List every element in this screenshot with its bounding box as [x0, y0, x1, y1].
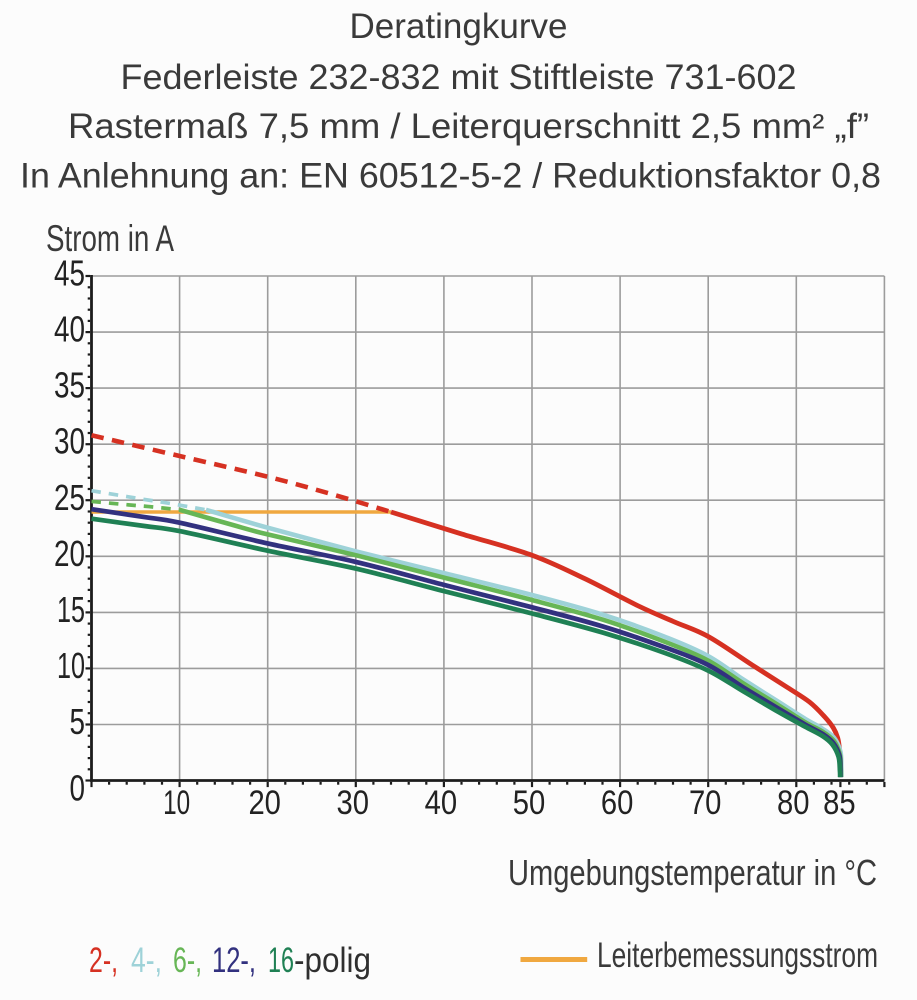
svg-text:20: 20	[248, 784, 281, 822]
svg-text:2-,: 2-,	[89, 941, 118, 980]
svg-text:45: 45	[54, 253, 85, 294]
svg-text:40: 40	[425, 784, 458, 822]
svg-text:50: 50	[513, 784, 546, 822]
svg-text:Deratingkurve: Deratingkurve	[350, 7, 568, 46]
svg-text:6-,: 6-,	[173, 941, 202, 980]
svg-text:40: 40	[54, 309, 85, 350]
svg-text:20: 20	[54, 533, 85, 574]
svg-text:25: 25	[54, 477, 85, 518]
svg-text:Federleiste 232-832 mit Stiftl: Federleiste 232-832 mit Stiftleiste 731-…	[121, 58, 797, 97]
svg-text:Strom in A: Strom in A	[46, 218, 174, 259]
svg-text:12-,: 12-,	[212, 941, 256, 980]
svg-text:15: 15	[57, 589, 85, 630]
svg-text:Leiterbemessungsstrom: Leiterbemessungsstrom	[597, 936, 878, 975]
svg-text:0: 0	[70, 768, 86, 809]
svg-text:30: 30	[337, 784, 370, 822]
svg-text:10: 10	[57, 645, 85, 686]
svg-text:-polig: -polig	[294, 941, 371, 980]
svg-text:85: 85	[823, 784, 856, 822]
svg-text:80: 80	[777, 784, 810, 822]
svg-text:30: 30	[54, 421, 85, 462]
svg-text:4-,: 4-,	[131, 941, 162, 980]
svg-text:Rastermaß 7,5 mm / Leiterquers: Rastermaß 7,5 mm / Leiterquerschnitt 2,5…	[68, 107, 869, 146]
svg-text:16: 16	[268, 941, 294, 980]
svg-text:5: 5	[70, 701, 86, 742]
svg-text:70: 70	[689, 784, 722, 822]
svg-text:Umgebungstemperatur in °C: Umgebungstemperatur in °C	[508, 852, 877, 893]
svg-text:60: 60	[601, 784, 634, 822]
svg-text:In Anlehnung an: EN 60512-5-2: In Anlehnung an: EN 60512-5-2 / Reduktio…	[20, 157, 881, 196]
svg-text:35: 35	[54, 365, 85, 406]
svg-text:10: 10	[163, 784, 190, 822]
